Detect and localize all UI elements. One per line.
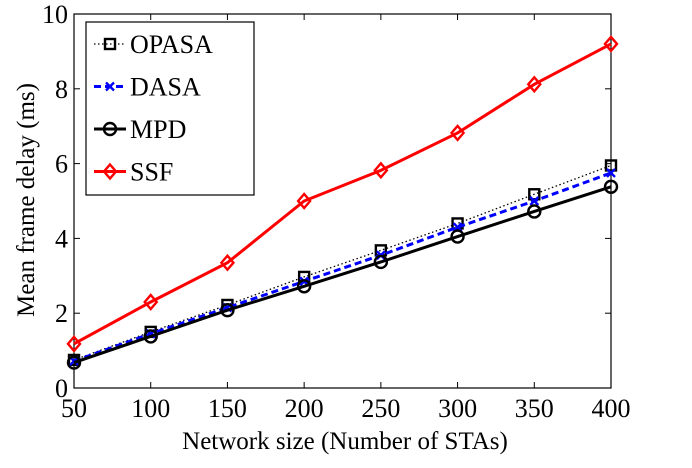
data-point-mpd [373, 254, 389, 270]
series-line-opasa [73, 164, 612, 361]
y-tick-label: 0 [55, 374, 68, 403]
plot-frame [73, 13, 612, 389]
data-point-mpd [296, 279, 312, 294]
x-tick-label: 200 [285, 394, 324, 423]
legend-label-dasa: DASA [130, 73, 201, 102]
series-line-dasa [73, 171, 612, 363]
y-tick-label: 2 [55, 299, 68, 328]
data-point-mpd [66, 355, 82, 370]
data-point-ssf [219, 253, 236, 272]
series-layer [66, 35, 619, 370]
data-point-mpd [450, 229, 465, 244]
axes-layer: 50 100 150 200 250 300 350 400 0 2 4 6 8 10 [42, 0, 631, 423]
y-tick-label: 8 [55, 75, 68, 104]
data-point-mpd [220, 303, 235, 318]
x-tick-label: 150 [208, 394, 247, 423]
data-point-opasa [604, 159, 618, 172]
legend-label-opasa: OPASA [130, 30, 213, 59]
data-point-ssf [373, 161, 389, 180]
x-tick-label: 100 [131, 394, 170, 423]
y-tick-label: 6 [55, 150, 68, 179]
x-tick-label: 250 [361, 394, 400, 423]
data-point-mpd [603, 179, 619, 194]
series-line-ssf [73, 42, 612, 346]
data-point-ssf [526, 75, 542, 94]
data-point-ssf [66, 335, 82, 353]
y-tick-label: 10 [42, 0, 68, 29]
legend-marker-ssf [102, 162, 118, 181]
legend-label-mpd: MPD [130, 115, 186, 144]
legend: OPASA DASA MPD SSF [85, 21, 255, 196]
y-axis-label: Mean frame delay (ms) [13, 83, 40, 317]
x-tick-label: 350 [515, 394, 554, 423]
data-point-ssf [296, 192, 312, 210]
data-point-ssf [449, 124, 466, 142]
data-point-opasa [528, 188, 541, 201]
x-tick-label: 50 [61, 394, 87, 423]
x-axis-label: Network size (Number of STAs) [182, 428, 508, 455]
data-point-ssf [603, 35, 619, 53]
series-ssf [66, 35, 619, 353]
data-point-dasa [606, 168, 616, 178]
x-tick-label: 400 [592, 394, 631, 423]
data-point-mpd [143, 329, 158, 344]
legend-marker-opasa [103, 37, 117, 51]
x-tick-label: 300 [438, 394, 477, 423]
legend-label-ssf: SSF [130, 158, 173, 187]
legend-box [85, 21, 255, 196]
legend-marker-dasa [105, 81, 115, 92]
data-point-dasa [529, 196, 540, 206]
series-mpd [66, 179, 619, 370]
data-point-ssf [143, 293, 159, 311]
series-line-mpd [73, 185, 612, 364]
data-point-mpd [527, 204, 542, 219]
legend-marker-mpd [102, 121, 118, 137]
y-tick-label: 4 [55, 224, 68, 253]
